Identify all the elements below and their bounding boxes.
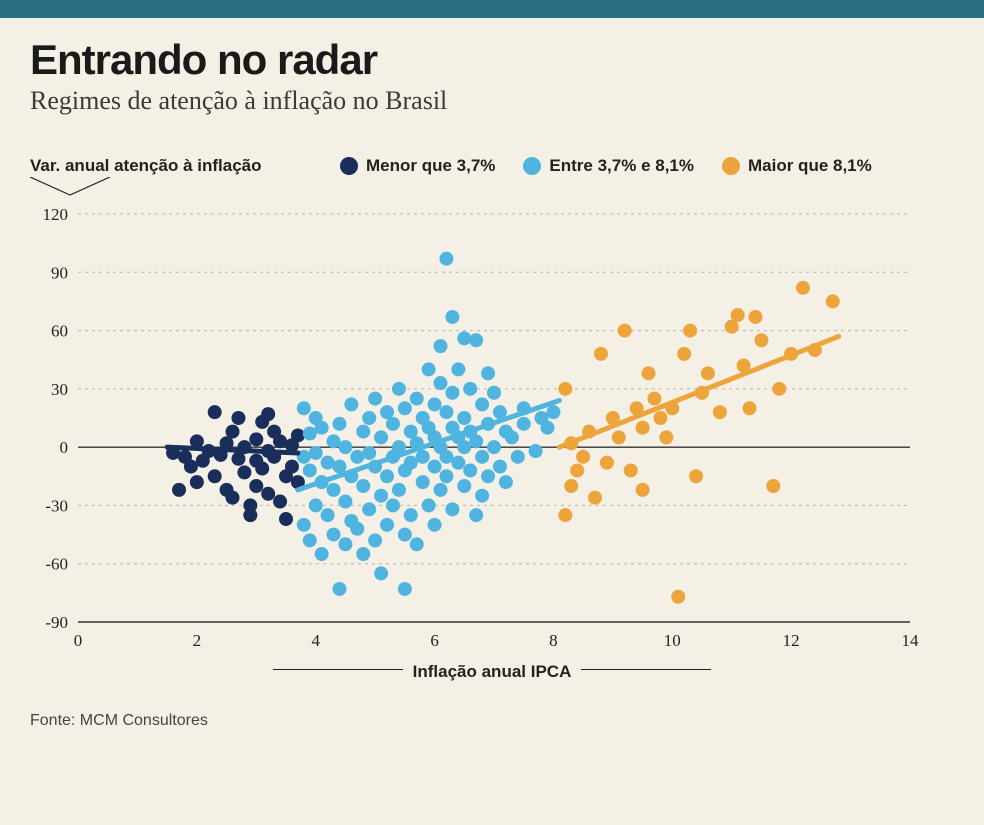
x-axis-title: Inflação anual IPCA bbox=[413, 662, 572, 682]
svg-text:-90: -90 bbox=[45, 613, 68, 632]
svg-text:-30: -30 bbox=[45, 496, 68, 515]
svg-text:12: 12 bbox=[783, 631, 800, 650]
svg-text:0: 0 bbox=[60, 438, 69, 457]
svg-text:14: 14 bbox=[902, 631, 920, 650]
top-accent-bar bbox=[0, 0, 984, 18]
svg-text:0: 0 bbox=[74, 631, 83, 650]
svg-text:8: 8 bbox=[549, 631, 558, 650]
scatter-plot: -90 -60 -30 0 30 60 90 120 0 2 4 6 8 10 12 14 bbox=[30, 156, 954, 656]
chart-title: Entrando no radar bbox=[30, 36, 954, 84]
chart-container: Var. anual atenção à inflação Menor que … bbox=[30, 156, 954, 682]
x-axis-title-row: Inflação anual IPCA bbox=[30, 656, 954, 682]
x-axis-title-dash-left bbox=[273, 669, 403, 670]
source-label: Fonte: MCM Consultores bbox=[30, 712, 954, 730]
svg-text:10: 10 bbox=[664, 631, 681, 650]
x-axis-title-dash-right bbox=[581, 669, 711, 670]
svg-text:30: 30 bbox=[51, 380, 68, 399]
svg-text:2: 2 bbox=[193, 631, 202, 650]
content-area: Entrando no radar Regimes de atenção à i… bbox=[0, 18, 984, 740]
svg-text:120: 120 bbox=[43, 205, 69, 224]
svg-text:6: 6 bbox=[430, 631, 439, 650]
svg-text:-60: -60 bbox=[45, 555, 68, 574]
chart-subtitle: Regimes de atenção à inflação no Brasil bbox=[30, 86, 954, 116]
svg-text:90: 90 bbox=[51, 263, 68, 282]
svg-text:4: 4 bbox=[311, 631, 320, 650]
svg-text:60: 60 bbox=[51, 322, 68, 341]
